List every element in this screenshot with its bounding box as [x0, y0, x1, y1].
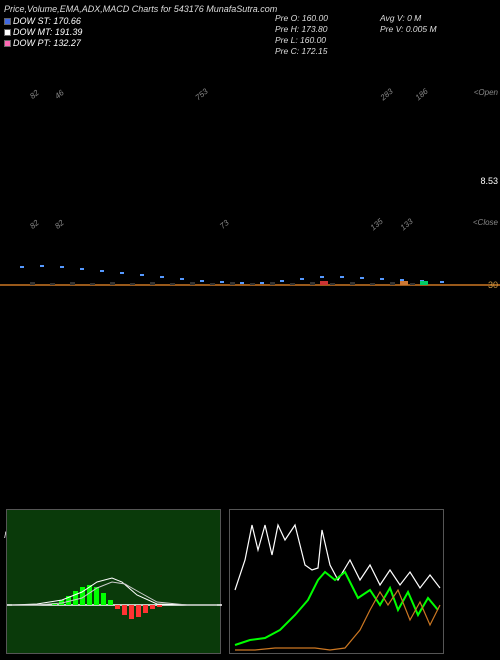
price-svg	[0, 88, 500, 208]
legend-item: DOW PT: 132.27	[4, 38, 496, 48]
bottom-charts	[2, 505, 448, 658]
stats-volume: Avg V: 0 MPre V: 0.005 M	[380, 12, 437, 35]
price-chart: <Open 8246753283186 8.53	[0, 88, 500, 208]
legend-label: DOW PT: 132.27	[13, 38, 81, 48]
legend-swatch	[4, 18, 11, 25]
macd-chart	[6, 509, 221, 654]
volume-svg	[0, 218, 500, 308]
legend-label: DOW ST: 170.66	[13, 16, 81, 26]
stats-prev-ohlc: Pre O: 160.00Pre H: 173.80Pre L: 160.00P…	[275, 12, 328, 57]
volume-right-value: 30	[488, 280, 498, 290]
volume-chart: <Close 828273135133 30	[0, 218, 500, 308]
price-right-value: 8.53	[480, 176, 498, 186]
legend-swatch	[4, 29, 11, 36]
adx-chart	[229, 509, 444, 654]
legend-label: DOW MT: 191.39	[13, 27, 82, 37]
legend-swatch	[4, 40, 11, 47]
